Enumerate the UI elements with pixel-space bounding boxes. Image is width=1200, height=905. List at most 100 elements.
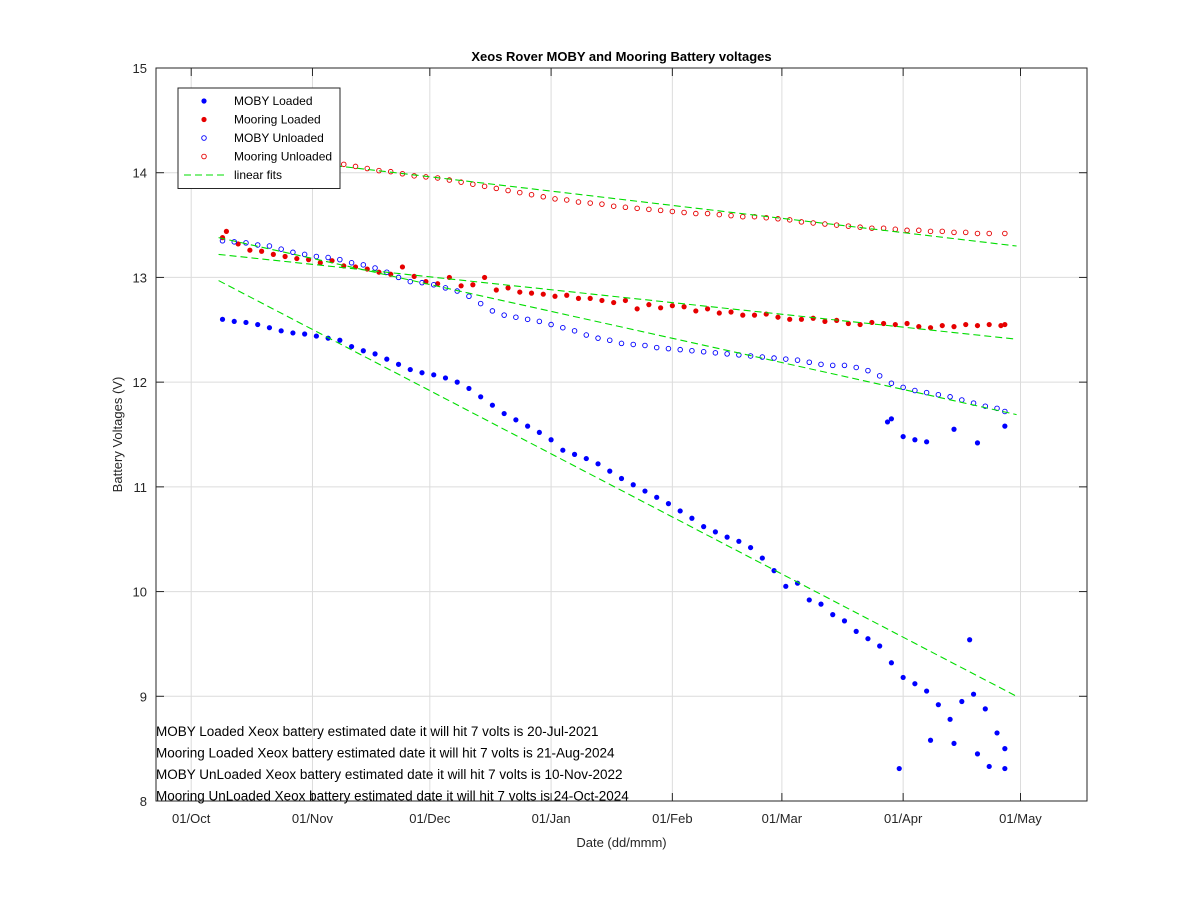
- moby-loaded-point: [384, 356, 390, 362]
- mooring-loaded-point: [704, 306, 711, 312]
- moby-unloaded-point: [747, 353, 754, 359]
- moby-loaded-point: [560, 447, 566, 453]
- moby-loaded-point: [219, 316, 226, 322]
- x-tick-label: 01/Dec: [409, 811, 451, 826]
- moby-loaded-point: [583, 455, 589, 462]
- mooring-unloaded-point: [517, 189, 523, 196]
- x-axis-title: Date (dd/mmm): [576, 835, 666, 850]
- moby-loaded-point: [900, 674, 906, 681]
- moby-loaded-point: [951, 740, 957, 747]
- legend-label: linear fits: [234, 168, 282, 182]
- linear-fit-line: [218, 280, 1017, 697]
- moby-loaded-point: [974, 751, 981, 757]
- mooring-unloaded-point: [563, 197, 570, 203]
- moby-loaded-point: [348, 343, 355, 350]
- moby-loaded-point: [618, 475, 625, 482]
- moby-loaded-point: [407, 366, 413, 373]
- mooring-loaded-point: [986, 321, 992, 328]
- moby-unloaded-point: [278, 246, 284, 252]
- moby-loaded-point: [747, 544, 754, 551]
- fit-lines-layer: [218, 163, 1017, 697]
- mooring-unloaded-point: [341, 161, 347, 168]
- mooring-unloaded-point: [763, 214, 769, 221]
- mooring-unloaded-point: [798, 219, 805, 225]
- moby-loaded-point: [806, 597, 812, 603]
- y-tick-label: 11: [134, 480, 148, 495]
- moby-unloaded-point: [947, 394, 953, 400]
- moby-loaded-point: [736, 538, 742, 544]
- mooring-loaded-point: [317, 260, 323, 266]
- mooring-loaded-point: [622, 297, 629, 304]
- moby-unloaded-point: [783, 356, 789, 362]
- mooring-loaded-point: [587, 295, 593, 301]
- moby-unloaded-point: [607, 337, 613, 344]
- x-tick-label: 01/Jan: [532, 811, 571, 826]
- moby-unloaded-point: [900, 384, 906, 391]
- moby-unloaded-point: [724, 351, 730, 357]
- mooring-loaded-point: [963, 321, 969, 328]
- moby-loaded-point: [959, 698, 965, 705]
- moby-unloaded-point: [513, 314, 519, 320]
- mooring-loaded-point: [223, 228, 230, 234]
- mooring-loaded-point: [470, 282, 476, 288]
- legend-label: Mooring Unloaded: [234, 150, 332, 164]
- moby-unloaded-point: [595, 335, 601, 341]
- mooring-unloaded-point: [599, 201, 605, 207]
- plot-frame: [155, 67, 1088, 802]
- moby-loaded-point: [607, 468, 613, 474]
- mooring-unloaded-point: [481, 183, 488, 190]
- mooring-loaded-point: [892, 321, 898, 328]
- moby-unloaded-point: [642, 342, 648, 349]
- annotation-block: MOBY Loaded Xeox battery estimated date …: [156, 724, 629, 804]
- moby-loaded-point: [372, 351, 378, 357]
- moby-loaded-point: [266, 325, 273, 331]
- mooring-loaded-point: [669, 303, 675, 309]
- moby-unloaded-point: [794, 357, 801, 363]
- moby-loaded-point: [489, 402, 496, 408]
- mooring-unloaded-point: [587, 200, 593, 206]
- tick-layer: 01/Oct 01/Nov 01/Dec 01/Jan 01/Feb 01/Mar 01/A…: [133, 61, 1087, 826]
- moby-unloaded-point: [430, 282, 437, 288]
- mooring-loaded-point: [611, 299, 617, 306]
- moby-loaded-point: [841, 618, 848, 624]
- mooring-unloaded-point: [634, 205, 640, 212]
- moby-unloaded-point: [266, 243, 273, 249]
- moby-unloaded-point: [618, 340, 625, 347]
- mooring-loaded-point: [822, 318, 828, 325]
- mooring-loaded-point: [399, 264, 406, 270]
- legend-marker-mooring-unloaded: [201, 153, 207, 160]
- mooring-loaded-point: [552, 293, 558, 299]
- x-tick-label: 01/May: [999, 811, 1042, 826]
- x-tick-label: 01/Feb: [652, 811, 692, 826]
- moby-unloaded-point: [689, 347, 695, 354]
- mooring-loaded-point: [716, 310, 722, 316]
- moby-unloaded-point: [466, 293, 472, 300]
- mooring-unloaded-point: [610, 203, 617, 209]
- mooring-unloaded-point: [387, 168, 394, 175]
- mooring-loaded-point: [751, 312, 758, 318]
- moby-loaded-point: [974, 440, 981, 446]
- moby-unloaded-point: [865, 367, 871, 374]
- mooring-loaded-point: [998, 322, 1004, 329]
- mooring-unloaded-point: [669, 208, 676, 215]
- mooring-unloaded-point: [693, 210, 699, 217]
- moby-unloaded-point: [876, 373, 883, 379]
- mooring-loaded-point: [775, 314, 781, 320]
- moby-unloaded-point: [254, 242, 261, 248]
- legend-marker-moby-loaded: [201, 98, 207, 104]
- moby-loaded-point: [982, 706, 988, 712]
- mooring-loaded-point: [693, 308, 699, 314]
- moby-unloaded-point: [548, 321, 554, 328]
- mooring-loaded-point: [798, 316, 805, 322]
- moby-unloaded-point: [571, 328, 578, 334]
- moby-unloaded-point: [477, 300, 484, 307]
- mooring-unloaded-point: [751, 213, 758, 220]
- moby-loaded-point: [278, 328, 284, 334]
- mooring-unloaded-point: [974, 230, 981, 237]
- moby-loaded-point: [395, 361, 402, 367]
- legend-label: Mooring Loaded: [234, 113, 321, 127]
- mooring-loaded-point: [564, 292, 570, 298]
- moby-loaded-point: [243, 319, 249, 326]
- moby-loaded-point: [877, 643, 883, 649]
- moby-unloaded-point: [853, 364, 859, 371]
